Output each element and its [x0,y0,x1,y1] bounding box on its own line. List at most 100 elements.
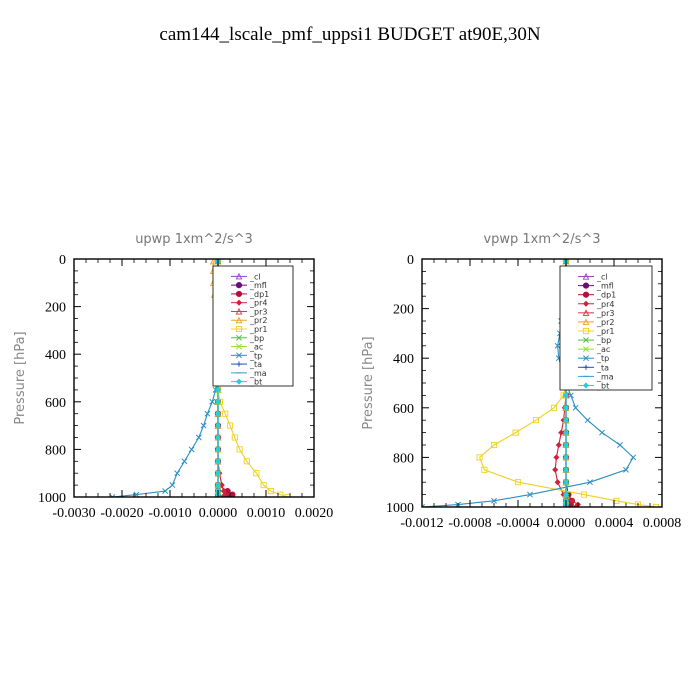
data-point-pr1-17 [243,458,250,465]
legend-item-mfl: _mfl [578,282,614,291]
data-point-tp-13 [204,410,211,417]
data-point-pr1-19 [260,482,267,489]
y-tick-label: 400 [393,352,414,367]
legend-label: _pr4 [596,300,614,309]
data-point-pr4-14 [558,429,565,436]
data-point-pr1-19 [580,491,588,498]
legend-item-cl: _cl [231,272,261,281]
y-tick-label: 400 [45,348,66,363]
legend-swatch-marker [236,343,242,350]
legend-item-pr1: _pr1 [231,325,267,334]
data-point-bt-11 [214,386,222,393]
x-tick-label: 0.0004 [595,516,634,531]
data-point-tp-20 [162,488,169,495]
data-point-tp-13 [584,417,591,424]
data-point-bt-19 [562,491,570,498]
data-point-pr1-15 [231,434,238,441]
y-tick-label: 1000 [38,491,66,506]
legend-label: _dp1 [596,291,616,300]
legend-swatch-marker [582,282,590,289]
y-tick-label: 600 [45,396,66,411]
legend-swatch-marker [582,309,590,316]
y-tick-label: 200 [45,301,66,316]
y-tick-label: 200 [393,303,414,318]
legend-swatch-marker [236,361,242,367]
legend-item-ac: _ac [231,343,263,352]
legend-item-pr1: _pr1 [578,327,614,336]
legend-item-pr3: _pr3 [578,309,614,318]
x-tick-label: -0.0012 [400,516,443,531]
data-point-bt-12 [214,398,222,405]
legend-swatch-marker [582,291,590,298]
legend-item-ma: _ma [231,369,267,378]
data-point-pr1-21 [634,501,642,507]
data-point-pr2-0 [209,259,217,265]
y-axis-label: Pressure [hPa] [13,331,28,424]
y-tick-label: 600 [393,402,414,417]
legend-swatch-marker [235,299,243,306]
legend-swatch-marker [235,316,243,324]
data-point-bt-13 [562,417,570,424]
legend-label: _bt [249,378,262,387]
x-tick-label: -0.0004 [496,516,539,531]
legend-label: _cl [249,272,261,281]
legend-item-ta: _ta [231,360,262,369]
data-point-bt-11 [562,392,570,399]
legend-item-bt: _bt [231,378,262,387]
legend-item-pr4: _pr4 [578,300,614,309]
legend-label: _pr3 [596,309,614,318]
legend-swatch-marker [236,334,242,341]
legend-swatch-marker [582,300,590,307]
legend-label: _ma [596,372,614,381]
panel-title: upwp 1xm^2/s^3 [135,232,253,247]
x-tick-label: 0.0000 [547,516,586,531]
y-tick-label: 0 [407,253,414,268]
legend-item-pr2: _pr2 [578,318,614,327]
data-point-pr4-15 [555,441,562,449]
legend-swatch-marker [235,272,243,280]
data-point-tp-15 [195,434,202,441]
data-point-bt-16 [214,446,222,453]
data-point-tp-12 [572,404,579,411]
legend-label: _tp [596,354,609,363]
data-point-tp-19 [169,482,176,489]
legend-label: _dp1 [249,290,269,299]
legend-label: _bp [596,336,611,345]
legend-swatch-marker [583,364,589,370]
legend-item-cl: _cl [578,273,608,282]
panel-upwp: upwp 1xm^2/s^3 Pressure [hPa] 0 200 400 600 80… [13,232,333,521]
x-tick-label: 0.0000 [199,506,238,521]
data-point-tp-15 [617,442,623,448]
data-point-tp-18 [587,479,593,486]
legend-label: _ac [249,343,263,352]
data-point-bt-13 [214,410,222,417]
legend-swatch-marker [235,325,243,333]
data-point-bt-15 [562,441,570,449]
data-point-pr1-13 [222,410,229,417]
data-point-bt-17 [562,466,570,473]
data-point-tp-17 [181,458,188,465]
data-point-tp-17 [623,466,629,473]
y-tick-label: 800 [45,443,66,458]
legend-item-bp: _bp [578,336,611,345]
legend-label: _pr2 [249,316,267,325]
legend-item-ac: _ac [578,345,610,354]
data-point-tp-12 [209,398,216,405]
data-point-bt-18 [562,479,570,486]
legend-label: _bp [249,334,264,343]
legend: _cl_mfl_dp1_pr4_pr3_pr2_pr1_bp_ac_tp_ta_… [212,265,294,387]
x-tick-label: -0.0008 [448,516,491,531]
data-point-bt-12 [562,404,570,411]
data-point-pr1-18 [514,479,522,486]
legend-label: _pr1 [596,327,614,336]
legend-swatch-marker [583,346,589,353]
data-point-bt-15 [214,434,222,441]
data-point-pr1-15 [490,441,498,449]
legend-swatch-marker [582,382,590,389]
legend-swatch-marker [583,337,589,344]
legend-label: _ma [249,369,267,378]
legend-label: _ac [596,345,610,354]
legend-label: _pr3 [249,307,267,316]
legend-label: _tp [249,351,262,360]
legend-swatch-marker [235,282,243,289]
